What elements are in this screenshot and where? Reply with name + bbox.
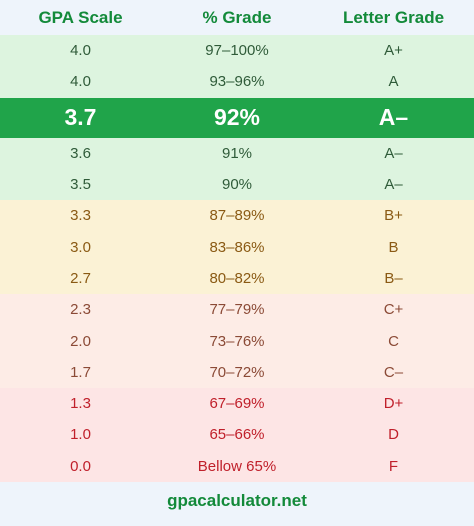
table-row: 3.5 90% A– [0,168,474,201]
gpa-cell: 3.3 [70,207,91,225]
site-name: gpacalculator.net [167,490,307,510]
table-body: 4.0 97–100% A+ 4.0 93–96% A 3.7 92% A– 3.6 91% A– 3.… [0,35,474,482]
percent-cell: 83–86% [209,238,265,256]
table-row: 4.0 97–100% A+ [0,35,474,67]
letter-cell: B+ [384,207,403,225]
letter-cell: C [388,332,399,350]
letter-cell: F [388,457,399,475]
table-header: GPA Scale % Grade Letter Grade [0,0,474,35]
percent-cell: 93–96% [209,73,265,91]
letter-cell: D [388,426,399,444]
letter-cell: D+ [383,395,404,413]
letter-cell: B [388,238,399,256]
gpa-cell: 2.7 [70,269,91,287]
percent-cell: 77–79% [209,301,265,319]
table-row: 3.3 87–89% B+ [0,200,474,232]
header-percent-grade: % Grade [202,7,272,27]
percent-cell: 80–82% [209,269,265,287]
table-row: 2.3 77–79% C+ [0,294,474,326]
gpa-cell: 1.3 [70,395,91,413]
gpa-cell: 3.7 [64,104,97,131]
letter-cell: B– [384,269,403,287]
percent-cell: Bellow 65% [197,457,277,475]
gpa-cell: 4.0 [70,42,91,60]
letter-cell: A– [384,144,403,162]
percent-cell: 73–76% [209,332,265,350]
percent-cell: 87–89% [209,207,265,225]
letter-cell: A+ [384,42,403,60]
percent-cell: 70–72% [209,363,265,381]
table-row: 1.7 70–72% C– [0,356,474,388]
gpa-cell: 4.0 [70,73,91,91]
percent-cell: 92% [213,104,261,131]
letter-cell: A [388,73,399,91]
percent-cell: 90% [221,176,253,194]
table-row: 4.0 93–96% A [0,66,474,98]
table-row: 2.7 80–82% B– [0,262,474,295]
gpa-cell: 3.6 [70,144,91,162]
gpa-cell: 3.5 [70,176,91,194]
table-row-highlighted: 3.7 92% A– [0,97,474,138]
table-row: 2.0 73–76% C [0,325,474,357]
gpa-cell: 1.0 [70,426,91,444]
table-row: 1.3 67–69% D+ [0,387,474,420]
table-row: 3.6 91% A– [0,137,474,169]
percent-cell: 91% [221,144,253,162]
letter-cell: C+ [383,301,404,319]
table-row: 3.0 83–86% B [0,231,474,263]
header-gpa-scale: GPA Scale [38,7,123,27]
gpa-cell: 3.0 [70,238,91,256]
gpa-cell: 2.0 [70,332,91,350]
letter-cell: A– [384,176,403,194]
letter-cell: C– [383,363,404,381]
percent-cell: 97–100% [205,42,269,60]
percent-cell: 67–69% [209,395,265,413]
percent-cell: 65–66% [209,426,265,444]
site-footer: gpacalculator.net [0,481,474,520]
gpa-cell: 2.3 [70,301,91,319]
table-row: 0.0 Bellow 65% F [0,450,474,482]
table-row: 1.0 65–66% D [0,419,474,451]
letter-cell: A– [378,104,409,131]
header-letter-grade: Letter Grade [342,7,445,27]
gpa-cell: 0.0 [70,457,91,475]
gpa-cell: 1.7 [70,363,91,381]
